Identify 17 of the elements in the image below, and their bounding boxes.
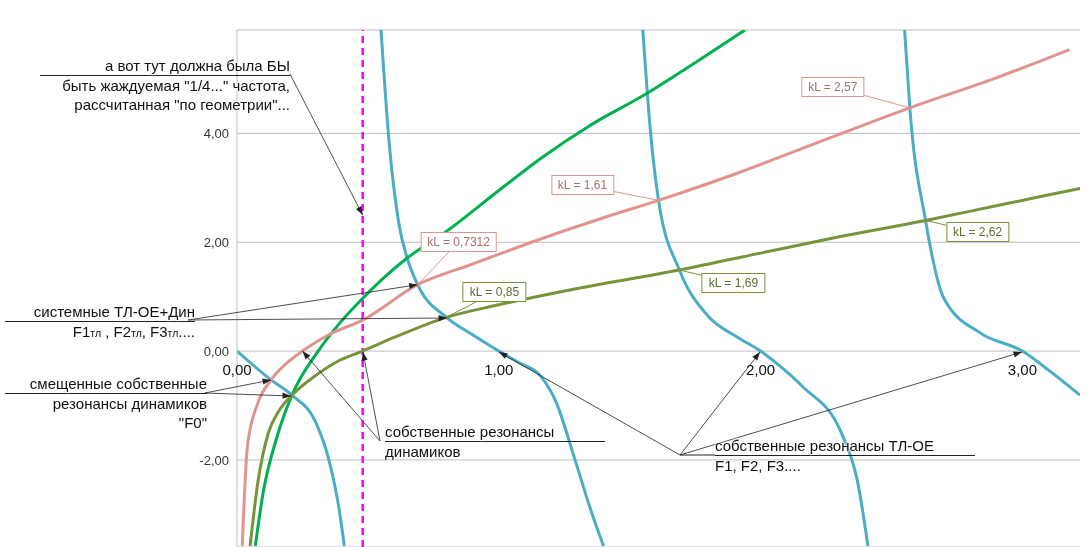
y-tick-label: 2,00 bbox=[203, 234, 229, 250]
y-tick-label: 4,00 bbox=[203, 126, 229, 142]
x-tick-label: 0,00 bbox=[222, 361, 252, 379]
y-tick-label: 0,00 bbox=[203, 343, 229, 359]
annotation: kL = 2,57 bbox=[801, 76, 865, 97]
annotation: kL = 1,61 bbox=[550, 175, 615, 196]
x-tick-label: 1,00 bbox=[484, 361, 514, 379]
annotation: собственные резонансы динамиков bbox=[385, 422, 556, 461]
annotation: kL = 1,69 bbox=[701, 272, 766, 293]
annotation: kL = 2,62 bbox=[945, 222, 1010, 243]
annotation: а вот тут должна была БЫ быть жаждуемая "1/4..." частота, рассчитанная "по геометрии"... bbox=[61, 56, 290, 114]
annotation: kL = 0,85 bbox=[462, 282, 527, 303]
annotation: смещенные собственные резонансы динамиков "F0" bbox=[28, 374, 207, 432]
x-tick-label: 3,00 bbox=[1007, 361, 1038, 379]
annotation: kL = 0,7312 bbox=[420, 231, 497, 252]
x-tick-label: 2,00 bbox=[746, 361, 776, 379]
y-tick-label: -2,00 bbox=[199, 452, 229, 468]
